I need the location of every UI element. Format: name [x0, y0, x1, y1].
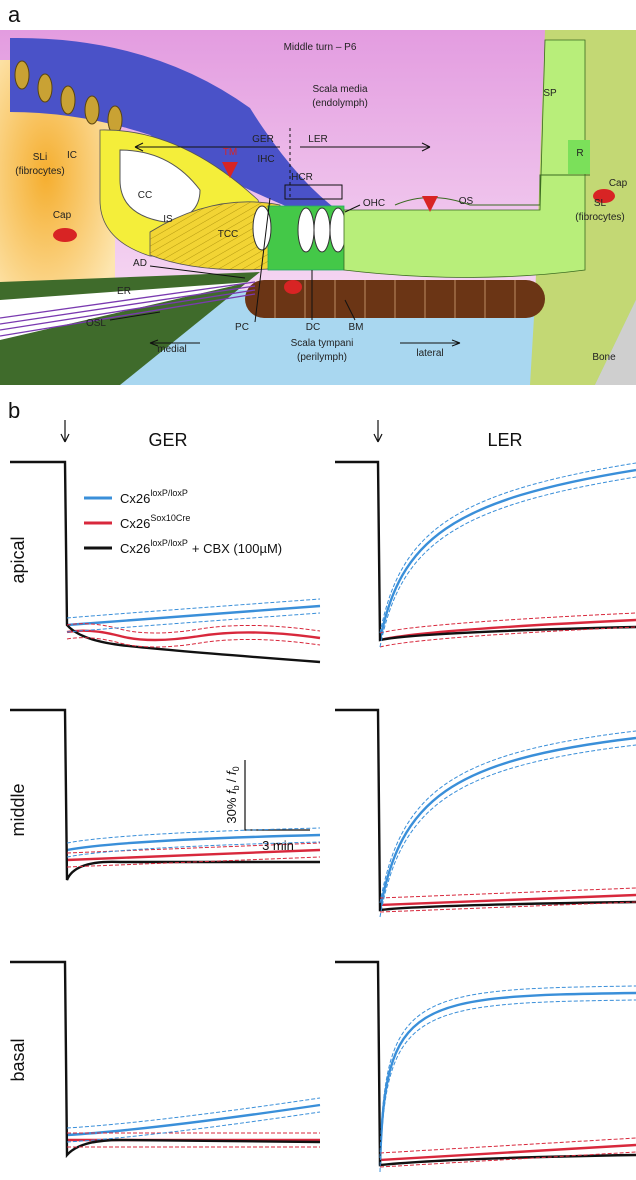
- text: f: [224, 770, 239, 775]
- label: OSL: [86, 318, 106, 329]
- label: SL: [594, 198, 607, 209]
- panel-label: b: [8, 398, 20, 423]
- text: Sox10Cre: [150, 513, 190, 523]
- trace-envelope: [66, 1111, 321, 1143]
- trace: [66, 629, 321, 642]
- label: Bone: [592, 352, 616, 363]
- label: Scala media: [312, 84, 367, 95]
- label: OS: [459, 196, 474, 207]
- scale-x-label: 3 min: [262, 838, 294, 853]
- label: SP: [543, 88, 557, 99]
- trace-envelope: [66, 612, 321, 633]
- label: HCR: [291, 172, 313, 183]
- trace-envelope: [379, 730, 636, 904]
- label: (endolymph): [312, 98, 368, 109]
- text: 0: [231, 766, 241, 771]
- trace-envelope: [379, 476, 636, 648]
- label: BM: [349, 322, 364, 333]
- panel-label: a: [8, 2, 21, 27]
- label: TM: [223, 147, 237, 158]
- trace-envelope: [66, 623, 321, 634]
- trace-envelope: [66, 856, 321, 868]
- trace: [378, 468, 636, 641]
- trace: [378, 736, 636, 911]
- trace-envelope: [379, 612, 636, 634]
- label: PC: [235, 322, 249, 333]
- trace-envelope: [379, 462, 636, 634]
- text: loxP/loxP: [150, 538, 188, 548]
- trace-envelope: [379, 999, 636, 1173]
- trace-envelope: [66, 598, 321, 619]
- trace: [379, 893, 636, 907]
- label: (perilymph): [297, 352, 347, 363]
- label: medial: [157, 344, 186, 355]
- trace: [66, 1103, 321, 1137]
- trace: [10, 708, 320, 881]
- label: (fibrocytes): [575, 212, 624, 223]
- trace: [66, 848, 321, 862]
- trace-envelope: [66, 827, 321, 844]
- trace-envelope: [379, 1137, 636, 1154]
- trace-envelope: [66, 1097, 321, 1129]
- trace-envelope: [379, 985, 636, 1159]
- label: R: [576, 148, 583, 159]
- trace: [335, 708, 636, 912]
- text: Cx26: [120, 516, 150, 531]
- label: Middle turn – P6: [284, 42, 357, 53]
- label: ER: [117, 286, 131, 297]
- trace-envelope: [379, 901, 636, 913]
- text: f: [224, 789, 239, 794]
- label: IHC: [257, 154, 274, 165]
- label: AD: [133, 258, 147, 269]
- text: 30%: [224, 797, 239, 823]
- label: GER: [252, 134, 274, 145]
- label: LER: [308, 134, 327, 145]
- text: + CBX (100µM): [192, 541, 282, 556]
- trace: [66, 604, 321, 627]
- trace-envelope: [379, 626, 636, 648]
- legend-entry: Cx26loxP/loxP: [120, 488, 188, 506]
- text: Cx26: [120, 541, 150, 556]
- text: /: [224, 778, 239, 782]
- label: OHC: [363, 198, 385, 209]
- trace: [378, 991, 636, 1166]
- label: Scala tympani: [291, 338, 354, 349]
- label: Cap: [53, 210, 72, 221]
- label: CC: [138, 190, 152, 201]
- trace-envelope: [66, 637, 321, 648]
- trace: [335, 460, 636, 642]
- label: TCC: [218, 229, 239, 240]
- label: Cap: [609, 178, 628, 189]
- trace-envelope: [66, 841, 321, 858]
- label: DC: [306, 322, 320, 333]
- row-label: basal: [8, 1038, 28, 1081]
- label: IC: [67, 150, 77, 161]
- text: Cx26: [120, 491, 150, 506]
- text: b: [231, 785, 241, 790]
- legend-entry: Cx26loxP/loxP + CBX (100µM): [120, 538, 282, 556]
- trace: [379, 1143, 636, 1162]
- scale-y-label: 30% fb/ f0: [224, 766, 241, 823]
- diagram: [0, 30, 636, 385]
- label: SLi: [33, 152, 47, 163]
- label: lateral: [416, 348, 443, 359]
- legend-entry: Cx26Sox10Cre: [120, 513, 190, 531]
- trace: [335, 960, 636, 1167]
- text: loxP/loxP: [150, 488, 188, 498]
- column-header: LER: [487, 430, 522, 450]
- diagram-labels: a Middle turn – P6 Scala media (endolymp…: [8, 2, 628, 363]
- trace: [10, 960, 321, 1159]
- trace-envelope: [379, 744, 636, 918]
- row-label: middle: [8, 783, 28, 836]
- label: (fibrocytes): [15, 166, 64, 177]
- trace: [66, 833, 321, 852]
- column-header: GER: [148, 430, 187, 450]
- label: IS: [163, 214, 173, 225]
- row-label: apical: [8, 536, 28, 583]
- traces-panel: b GER LER apical middle basal Cx26loxP/l…: [8, 398, 636, 1173]
- trace-envelope: [379, 887, 636, 899]
- trace-envelope: [379, 1151, 636, 1168]
